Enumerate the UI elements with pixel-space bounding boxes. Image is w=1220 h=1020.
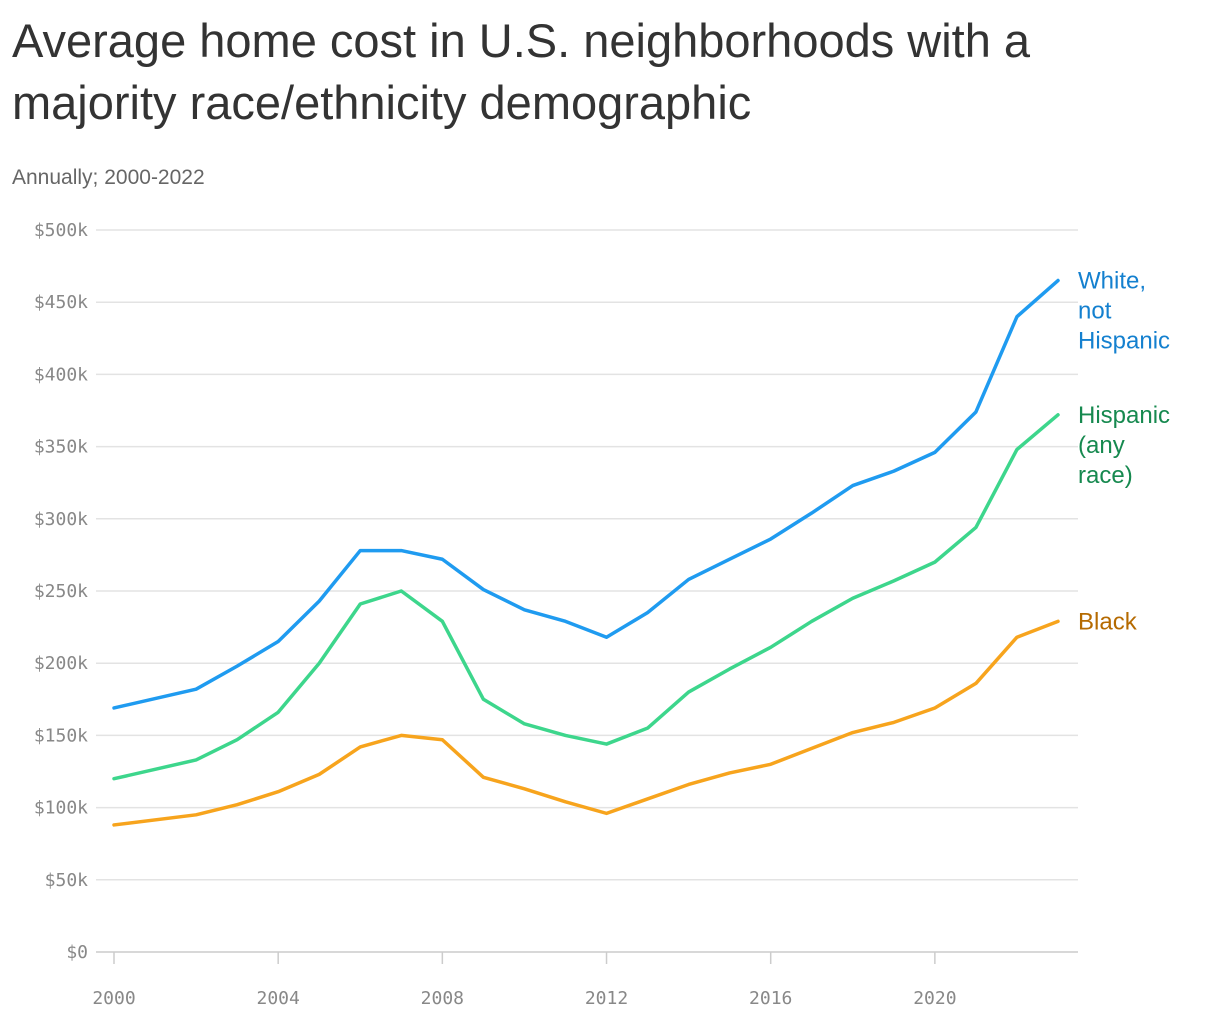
x-tick-label: 2008	[421, 988, 464, 1009]
y-tick-label: $500k	[34, 220, 88, 241]
series-label-line: White,	[1078, 268, 1146, 295]
series-label-2: Black	[1078, 608, 1138, 635]
y-tick-label: $0	[66, 942, 88, 963]
chart-title: Average home cost in U.S. neighborhoods …	[12, 14, 1031, 129]
series-label-1: Hispanic (any race)	[1078, 402, 1170, 489]
y-tick-label: $300k	[34, 509, 88, 530]
series-label-line: not	[1078, 298, 1112, 325]
x-tick-label: 2016	[749, 988, 792, 1009]
chart-subtitle: Annually; 2000-2022	[12, 166, 205, 189]
x-tick-label: 2000	[92, 988, 135, 1009]
series-line-2	[112, 619, 1060, 827]
x-tick-label: 2004	[256, 988, 299, 1009]
series-label-line: race)	[1078, 462, 1133, 489]
series-label-line: Hispanic	[1078, 328, 1170, 355]
x-tick-label: 2020	[913, 988, 956, 1009]
series-label-line: (any	[1078, 432, 1125, 459]
x-axis: 2000 2004 2008 2012 2016 2020	[92, 952, 957, 1009]
series-lines	[112, 278, 1060, 827]
y-tick-label: $100k	[34, 798, 88, 819]
series-line-1	[112, 413, 1060, 781]
y-tick-label: $450k	[34, 292, 88, 313]
y-tick-label: $150k	[34, 725, 88, 746]
y-tick-label: $200k	[34, 653, 88, 674]
series-label-0: White, not Hispanic	[1078, 268, 1170, 355]
x-tick-label: 2012	[585, 988, 628, 1009]
gridlines	[96, 229, 1078, 953]
series-label-line: Black	[1078, 608, 1138, 635]
y-axis: $0 $50k $100k $150k $200k $250k $300k $350k $400…	[34, 220, 88, 963]
series-labels: White, not Hispanic Hispanic (any race) Black	[1078, 268, 1170, 636]
y-tick-label: $400k	[34, 364, 88, 385]
y-tick-label: $250k	[34, 581, 88, 602]
series-label-line: Hispanic	[1078, 402, 1170, 429]
y-tick-label: $350k	[34, 437, 88, 458]
series-line-0	[112, 278, 1060, 710]
y-tick-label: $50k	[45, 870, 89, 891]
